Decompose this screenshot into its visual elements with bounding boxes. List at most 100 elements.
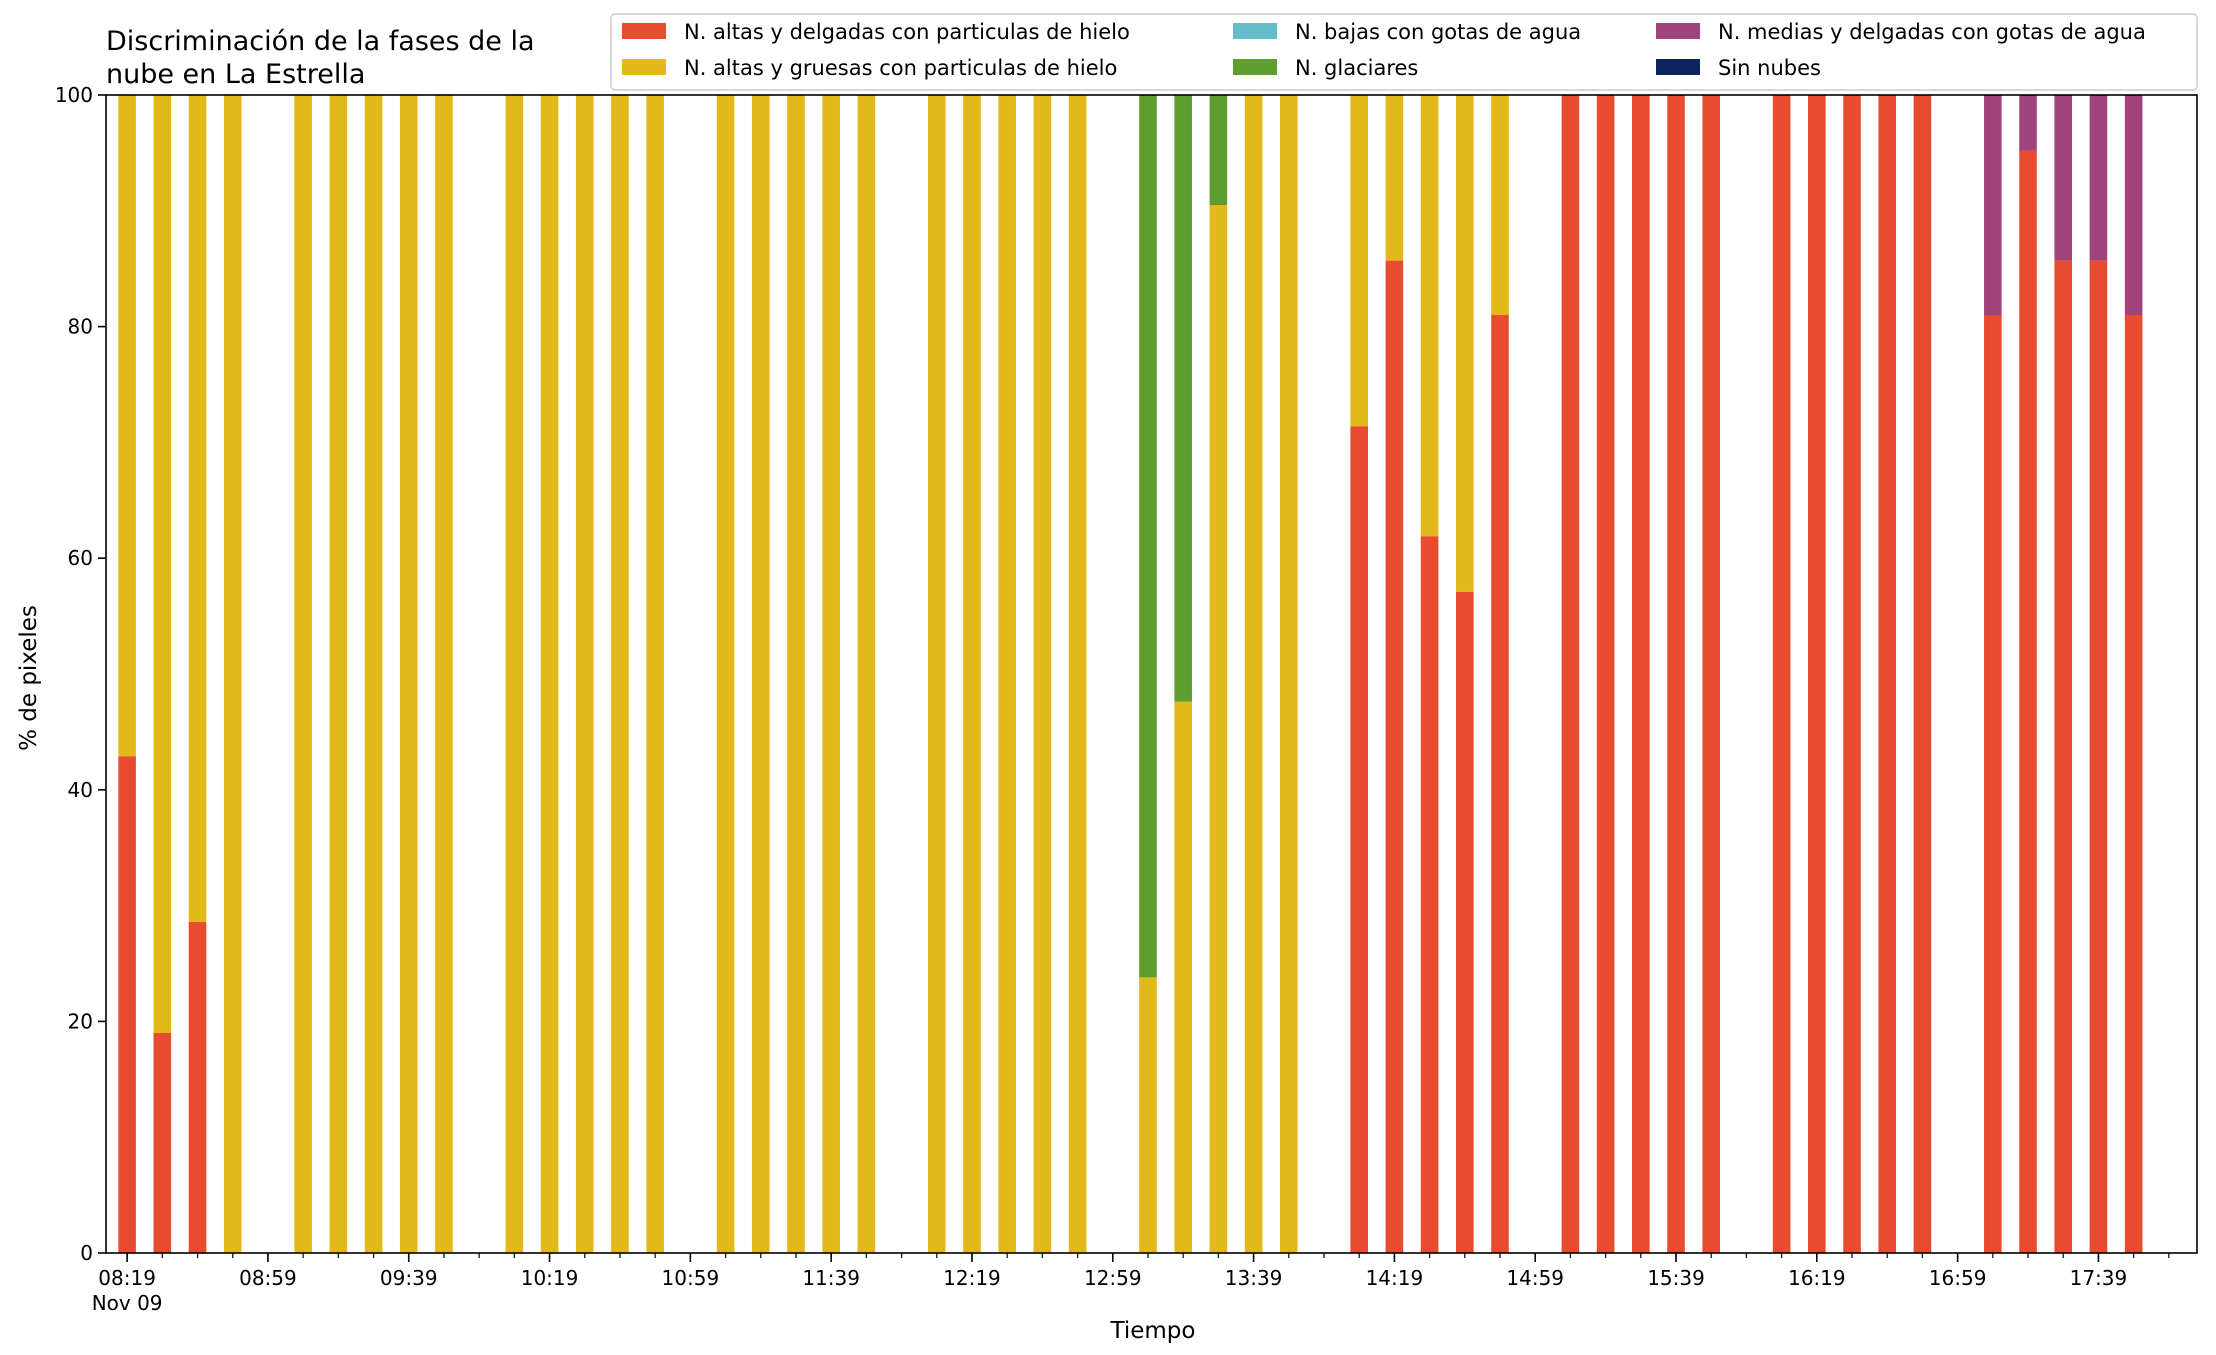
legend-box [610, 13, 2198, 91]
axes-layer: 0 20 40 60 80 100 08:19 08:59 09:39 10:19 10:59 11:… [55, 83, 2198, 1315]
legend-label: N. medias y delgadas con gotas de agua [1718, 20, 2146, 44]
y-tick-label: 60 [68, 546, 93, 570]
bar-segment [1174, 701, 1192, 1253]
legend: N. altas y delgadas con particulas de hi… [610, 13, 2198, 91]
y-tick-label: 40 [68, 778, 93, 802]
bar-segment [1209, 205, 1228, 1253]
x-tick-label: 09:39 [380, 1266, 438, 1290]
x-tick-label: 12:59 [1084, 1266, 1142, 1290]
bar-segment [1068, 95, 1087, 1253]
bar-segment [611, 95, 629, 1253]
bar-segment [1174, 95, 1192, 702]
bar-segment [751, 95, 770, 1253]
bar-segment [329, 95, 348, 1253]
bar-segment [505, 95, 524, 1253]
y-tick-label: 0 [80, 1241, 93, 1265]
x-tick-label: 08:19 [98, 1266, 156, 1290]
bar-segment [1350, 95, 1368, 427]
x-axis-label: Tiempo [1110, 1318, 1196, 1344]
bar-segment [1984, 315, 2002, 1253]
legend-label: N. altas y delgadas con particulas de hi… [684, 20, 1130, 44]
x-tick-label: 15:39 [1647, 1266, 1705, 1290]
bar-segment [364, 95, 383, 1253]
y-tick-label: 100 [55, 83, 93, 107]
x-tick-label: 16:19 [1788, 1266, 1846, 1290]
bar-segment [1385, 260, 1404, 1254]
legend-swatch [1656, 59, 1700, 75]
bar-segment [1456, 591, 1474, 1253]
bar-segment [1139, 95, 1157, 978]
bar-segment [963, 95, 981, 1253]
bar-segment [716, 95, 735, 1253]
bar-segment [1984, 95, 2002, 316]
bar-segment [1913, 95, 1932, 1253]
bar-segment [1702, 95, 1721, 1253]
x-tick-label: 17:39 [2070, 1266, 2128, 1290]
bar-segment [1878, 95, 1897, 1253]
bar-segment [399, 95, 418, 1253]
bar-segment [118, 95, 136, 757]
bar-segment [153, 1032, 172, 1253]
bar-segment [294, 95, 312, 1253]
legend-label: N. glaciares [1295, 56, 1418, 80]
bar-segment [2054, 95, 2073, 261]
x-tick-label: 13:39 [1225, 1266, 1283, 1290]
legend-swatch [1233, 23, 1277, 39]
bar-segment [188, 95, 207, 922]
x-tick-label: 08:59 [239, 1266, 297, 1290]
bar-segment [1843, 95, 1861, 1253]
legend-label: N. altas y gruesas con particulas de hie… [684, 56, 1117, 80]
bar-segment [153, 95, 172, 1033]
legend-swatch [1656, 23, 1700, 39]
bar-segment [998, 95, 1016, 1253]
bar-segment [1420, 536, 1439, 1253]
x-tick-label: 16:59 [1929, 1266, 1987, 1290]
bar-segment [188, 921, 207, 1253]
legend-swatch [622, 59, 666, 75]
bar-segment [1808, 95, 1826, 1253]
x-tick-label: 11:39 [802, 1266, 860, 1290]
bar-segment [2019, 95, 2037, 151]
bar-segment [1772, 95, 1791, 1253]
bar-segment [1491, 315, 1509, 1253]
bar-segment [1033, 95, 1052, 1253]
bar-segment [1561, 95, 1580, 1253]
bar-segment [2124, 95, 2143, 316]
x-tick-label: 10:19 [521, 1266, 579, 1290]
bar-segment [787, 95, 805, 1253]
bar-segment [1491, 95, 1509, 316]
x-tick-label: 14:59 [1506, 1266, 1564, 1290]
legend-label: Sin nubes [1718, 56, 1821, 80]
x-tick-sublabel: Nov 09 [92, 1291, 163, 1315]
bar-segment [435, 95, 453, 1253]
y-tick-label: 80 [68, 315, 93, 339]
bar-segment [540, 95, 559, 1253]
bar-segment [822, 95, 840, 1253]
y-axis-label: % de pixeles [16, 605, 42, 751]
plot-frame [105, 94, 2198, 1254]
bar-segment [1350, 426, 1368, 1253]
bar-segment [1279, 95, 1298, 1253]
bar-segment [1244, 95, 1263, 1253]
bar-segment [2124, 315, 2143, 1253]
legend-swatch [622, 23, 666, 39]
bar-segment [2054, 260, 2073, 1254]
bar-segment [575, 95, 594, 1253]
bar-segment [1209, 95, 1228, 206]
bar-segment [2089, 95, 2108, 261]
bar-segment [118, 756, 136, 1253]
bars-layer [118, 95, 2143, 1254]
bar-segment [1667, 95, 1685, 1253]
y-tick-label: 20 [68, 1009, 93, 1033]
bar-segment [927, 95, 946, 1253]
bar-segment [223, 95, 242, 1253]
bar-segment [1139, 977, 1157, 1253]
bar-segment [2089, 260, 2108, 1254]
chart-title-line-1: Discriminación de la fases de la [106, 26, 535, 57]
bar-segment [1456, 95, 1474, 592]
bar-segment [1632, 95, 1650, 1253]
bar-segment [1385, 95, 1404, 261]
bar-segment [2019, 150, 2037, 1254]
